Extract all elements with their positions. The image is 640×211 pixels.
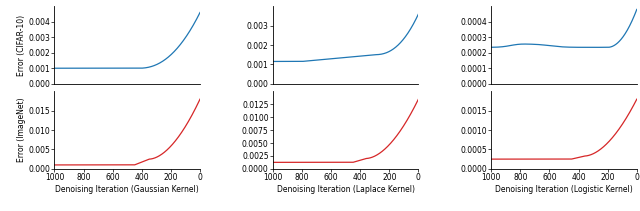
X-axis label: Denoising Iteration (Gaussian Kernel): Denoising Iteration (Gaussian Kernel) <box>55 185 199 194</box>
Y-axis label: Error (ImageNet): Error (ImageNet) <box>17 98 26 162</box>
X-axis label: Denoising Iteration (Logistic Kernel): Denoising Iteration (Logistic Kernel) <box>495 185 633 194</box>
X-axis label: Denoising Iteration (Laplace Kernel): Denoising Iteration (Laplace Kernel) <box>276 185 415 194</box>
Y-axis label: Error (CIFAR-10): Error (CIFAR-10) <box>17 14 26 76</box>
